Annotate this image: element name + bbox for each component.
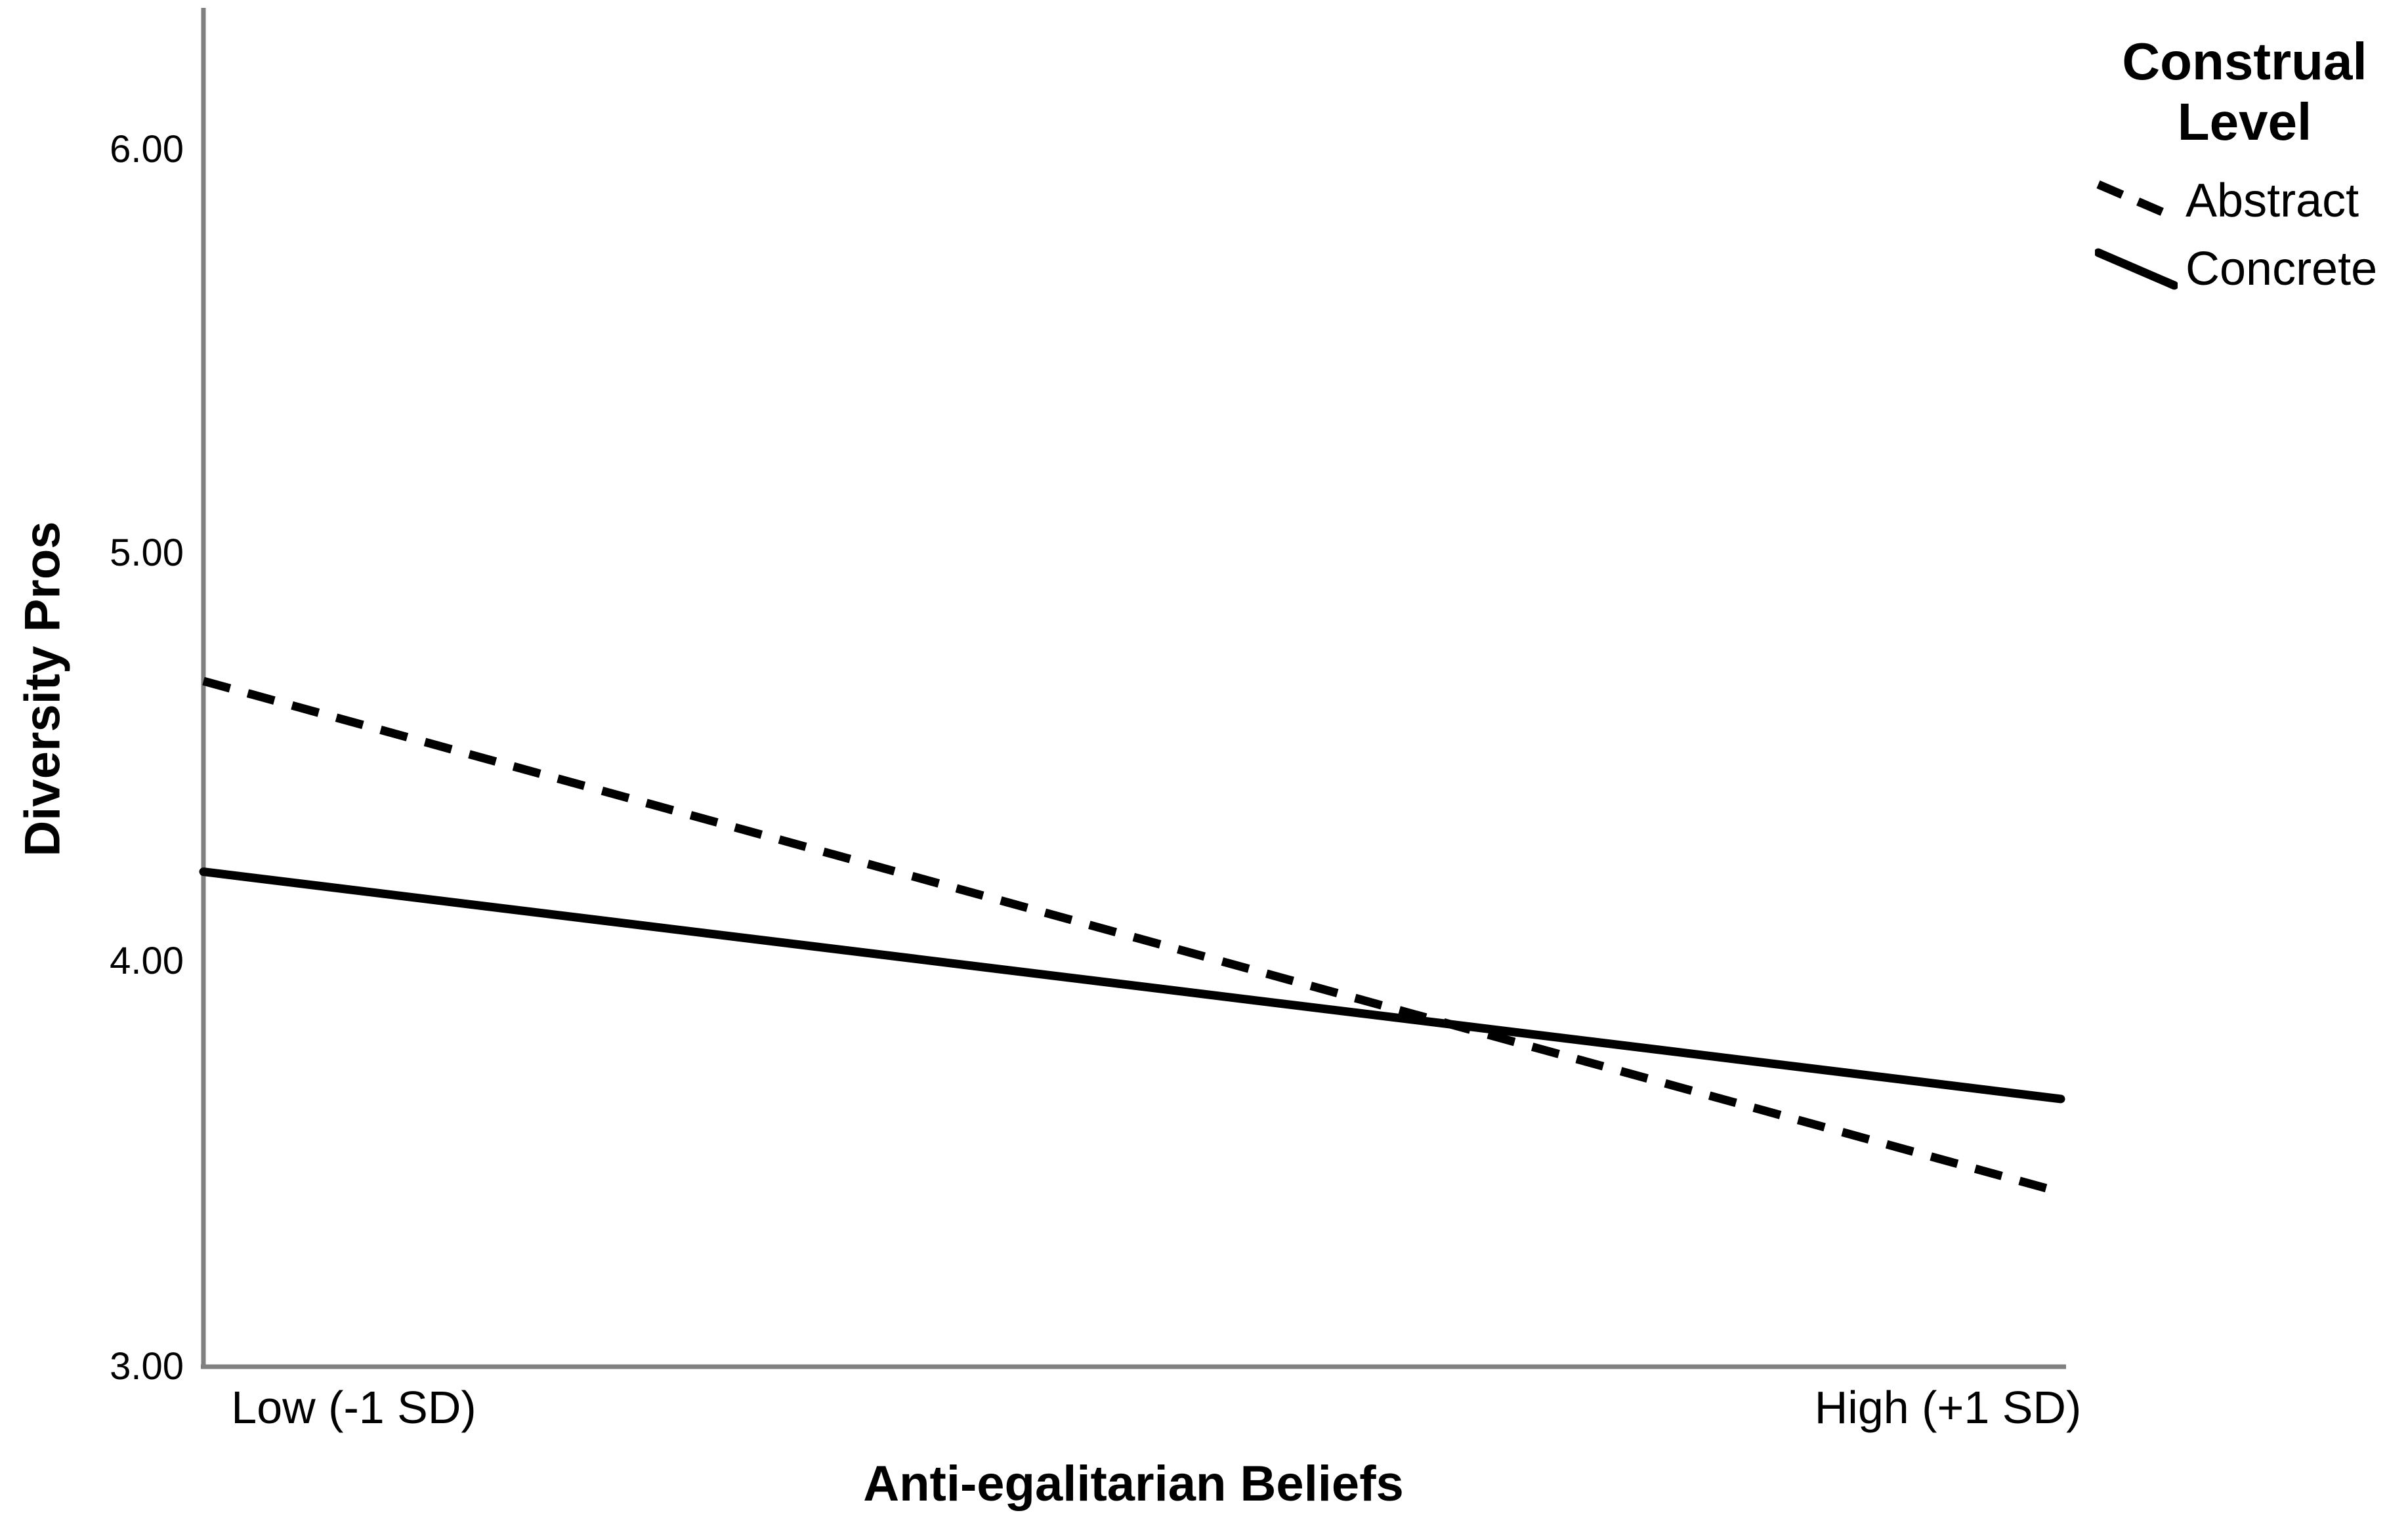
legend-item-abstract: Abstract: [2095, 175, 2359, 227]
y-tick-label-3: 3.00: [110, 1345, 184, 1388]
legend-label-concrete: Concrete: [2186, 243, 2378, 295]
legend-item-concrete: Concrete: [2095, 243, 2378, 295]
abstract-series-line: [202, 676, 2062, 1197]
dashed-line-swatch-icon: [2096, 180, 2176, 221]
solid-line-swatch-icon: [2095, 248, 2178, 290]
y-tick-label-6: 6.00: [110, 128, 184, 171]
x-axis-title: Anti-egalitarian Beliefs: [863, 1456, 1404, 1512]
x-tick-label-high: High (+1 SD): [1814, 1382, 2082, 1433]
concrete-series-line: [199, 867, 2065, 1104]
x-tick-label-low: Low (-1 SD): [231, 1382, 476, 1433]
y-tick-label-4: 4.00: [110, 940, 184, 982]
legend-label-abstract: Abstract: [2186, 175, 2359, 227]
y-tick-label-5: 5.00: [110, 531, 184, 574]
legend-title: Construal Level: [2122, 32, 2367, 151]
